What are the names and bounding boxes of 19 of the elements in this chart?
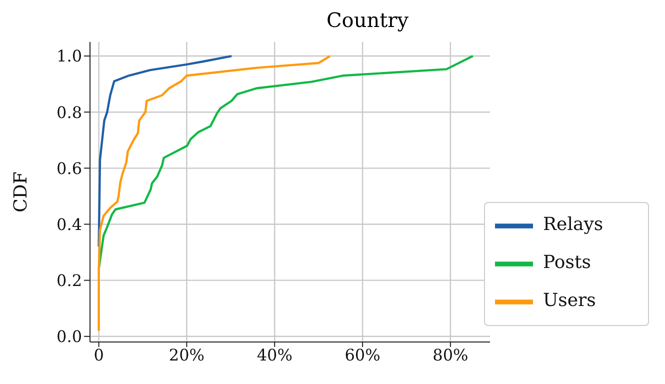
line-series: [98, 54, 332, 332]
x-tick-label: 80%: [432, 345, 468, 364]
chart-title: Country: [325, 8, 410, 32]
y-tick-label: 1.0: [56, 46, 82, 66]
x-tick-label: 20%: [168, 345, 204, 364]
line-series: [98, 54, 233, 248]
legend-label: Relays: [543, 214, 604, 236]
y-tick-label: 0.8: [56, 102, 82, 122]
y-tick-label: 0.2: [56, 271, 82, 290]
x-tick-label: 60%: [344, 345, 380, 364]
legend-label: Users: [543, 290, 596, 312]
x-tick-label: 40%: [256, 345, 292, 364]
y-tick-label: 0.4: [56, 214, 82, 234]
legend-label: Posts: [543, 252, 591, 274]
x-tick-label: 0: [94, 345, 104, 364]
y-tick-label: 0.6: [56, 158, 82, 178]
y-axis-title: CDF: [10, 172, 32, 212]
line-series: [98, 54, 474, 270]
y-tick-label: 0.0: [56, 327, 82, 346]
